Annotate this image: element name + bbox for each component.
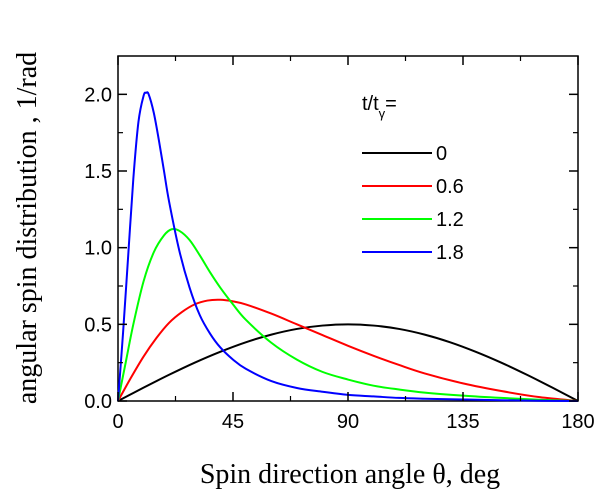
x-tick-label: 135 <box>446 411 479 433</box>
y-tick-label: 0.0 <box>84 391 112 413</box>
legend-label-1.8: 1.8 <box>436 242 464 264</box>
legend-label-0.6: 0.6 <box>436 176 464 198</box>
legend-title-subscript: γ <box>379 106 386 121</box>
series-line-1.2 <box>117 227 579 402</box>
series-line-1.8 <box>117 91 579 402</box>
y-tick-label: 0.5 <box>84 314 112 336</box>
legend-label-0: 0 <box>436 143 447 165</box>
y-axis-title: angular spin distribution , 1/rad <box>12 52 43 404</box>
series-line-0.6 <box>117 298 579 402</box>
y-tick-label: 1.5 <box>84 161 112 183</box>
x-tick-label: 0 <box>112 411 123 433</box>
y-tick-label: 1.0 <box>84 238 112 260</box>
ticks-layer: 0 45 90 135 180 0.0 0.5 1.0 1.5 2.0 <box>84 56 595 433</box>
x-axis-title: Spin direction angle θ, deg <box>200 459 500 490</box>
plot-frame <box>117 55 579 402</box>
series-layer <box>117 91 579 402</box>
x-tick-label: 180 <box>561 411 594 433</box>
legend: t/tγ= 0 0.6 1.2 1.8 <box>362 93 464 264</box>
series-line-0 <box>117 323 579 402</box>
y-tick-label: 2.0 <box>84 84 112 106</box>
legend-title: t/tγ= <box>362 93 397 121</box>
x-tick-label: 90 <box>337 411 359 433</box>
x-tick-label: 45 <box>222 411 244 433</box>
legend-label-1.2: 1.2 <box>436 209 464 231</box>
